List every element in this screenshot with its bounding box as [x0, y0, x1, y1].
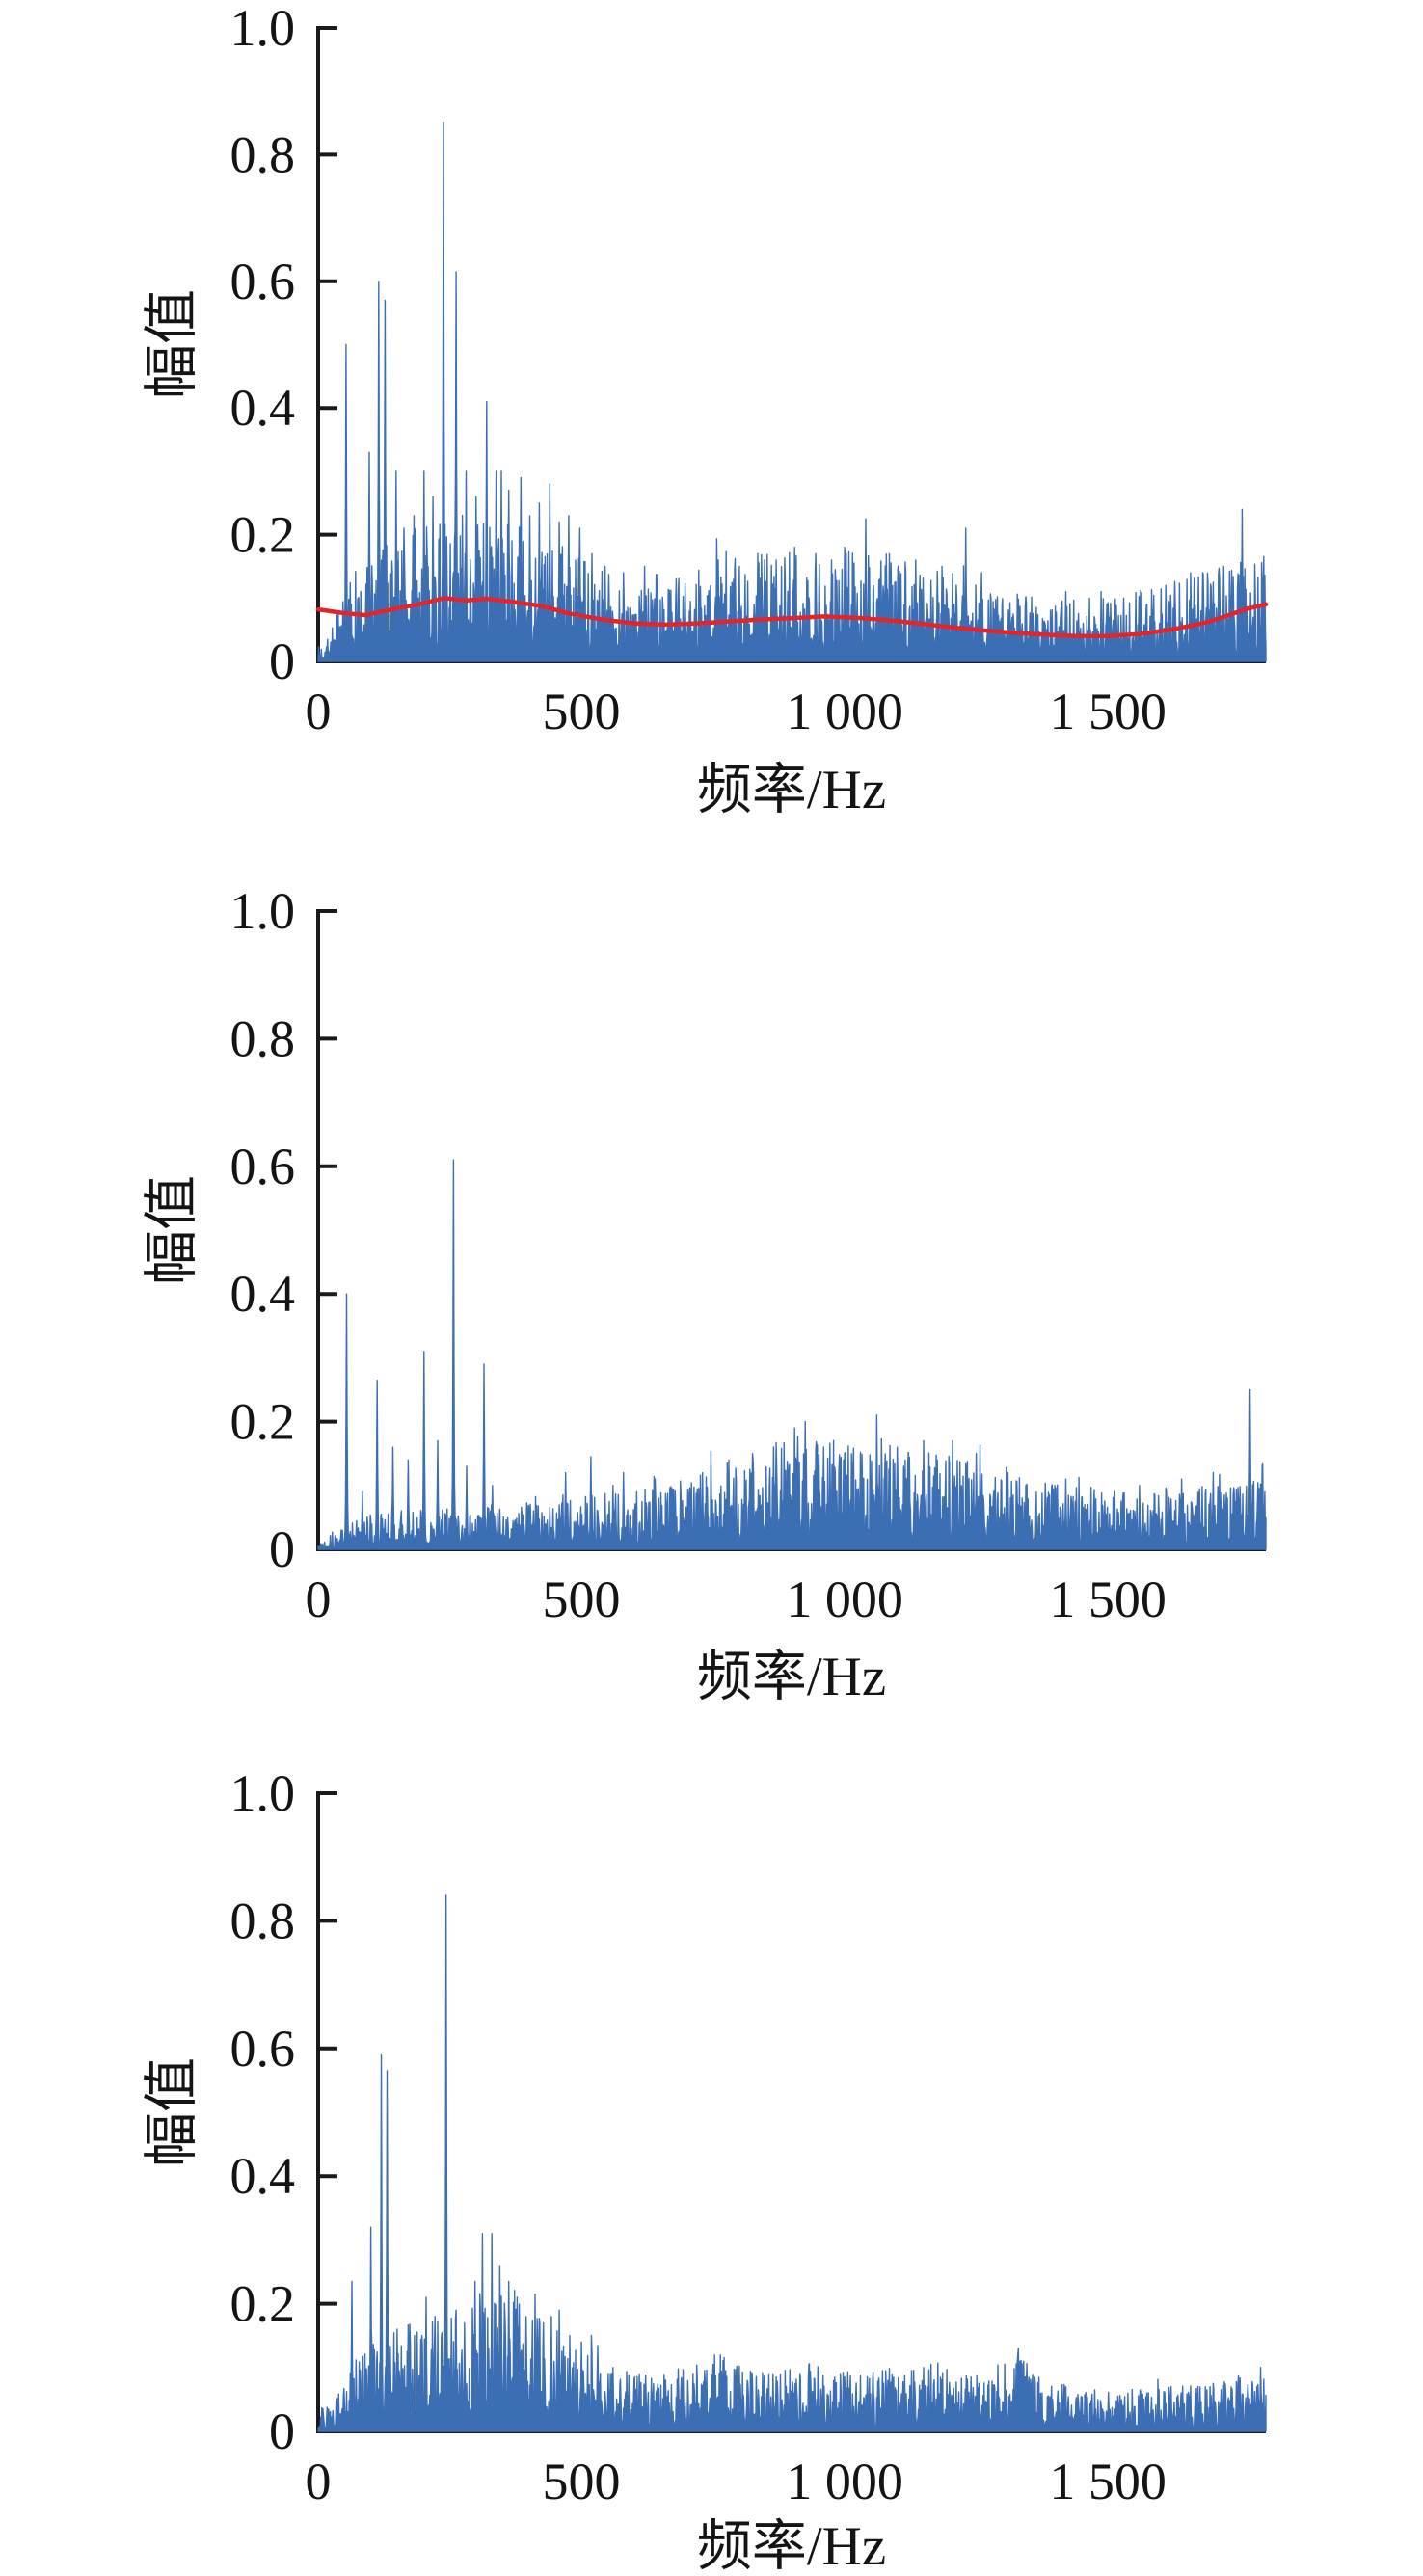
x-tick-label: 1 000 — [786, 1570, 903, 1628]
spectrum-series — [317, 1894, 1267, 2432]
y-tick-label: 1.0 — [230, 1764, 296, 1822]
x-tick-label: 500 — [543, 1570, 621, 1628]
y-tick-label: 0.8 — [230, 1009, 296, 1067]
y-tick-label: 0.6 — [230, 253, 296, 310]
x-tick-label: 1 500 — [1049, 1570, 1167, 1628]
x-tick-label: 0 — [306, 1570, 332, 1628]
x-tick-label: 1 000 — [786, 683, 903, 740]
x-tick-label: 0 — [306, 2453, 332, 2510]
y-tick-label: 0.4 — [230, 1265, 296, 1323]
y-tick-label: 1.0 — [230, 0, 296, 57]
y-axis-label: 幅值 — [142, 2057, 202, 2167]
y-tick-label: 0.2 — [230, 2275, 296, 2333]
spectrum-series — [317, 1159, 1267, 1550]
y-tick-label: 0.2 — [230, 506, 296, 564]
spectrum-series — [317, 121, 1267, 662]
y-axis-label: 幅值 — [142, 1175, 202, 1285]
y-tick-label: 0.8 — [230, 1892, 296, 1949]
y-tick-label: 1.0 — [230, 882, 296, 940]
y-tick-label: 0.8 — [230, 125, 296, 183]
axes — [316, 909, 1266, 1551]
x-tick-label: 1 000 — [786, 2453, 903, 2510]
y-axis-label: 幅值 — [142, 289, 202, 399]
y-tick-label: 0 — [269, 1520, 295, 1578]
y-tick-label: 0.2 — [230, 1393, 296, 1451]
y-tick-label: 0 — [269, 632, 295, 690]
x-axis-label: 频率/Hz — [697, 760, 886, 820]
y-tick-label: 0.4 — [230, 2147, 296, 2205]
x-tick-label: 1 500 — [1049, 683, 1167, 740]
y-tick-label: 0.4 — [230, 379, 296, 437]
trend-line — [315, 596, 1269, 638]
y-tick-label: 0 — [269, 2402, 295, 2460]
x-tick-label: 500 — [543, 683, 621, 740]
subplot-3: 0 0.2 0.4 0.6 0.8 1.0 0 500 1 000 1 500 — [230, 1764, 1267, 2510]
axes — [316, 1791, 1266, 2433]
x-axis-label: 频率/Hz — [697, 1647, 886, 1707]
x-tick-label: 0 — [306, 683, 332, 740]
x-tick-label: 500 — [543, 2453, 621, 2510]
x-axis-label: 频率/Hz — [697, 2516, 886, 2576]
x-tick-label: 1 500 — [1049, 2453, 1167, 2510]
y-tick-label: 0.6 — [230, 1138, 296, 1195]
y-tick-label: 0.6 — [230, 2020, 296, 2078]
subplot-1: 0 0.2 0.4 0.6 0.8 1.0 0 500 1 000 1 500 — [230, 0, 1269, 740]
subplot-2: 0 0.2 0.4 0.6 0.8 1.0 0 500 1 000 1 500 — [230, 882, 1267, 1628]
